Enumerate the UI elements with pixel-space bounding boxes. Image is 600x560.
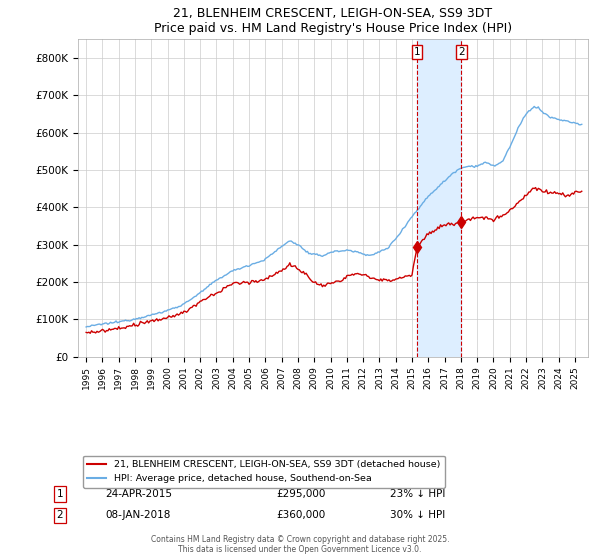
Text: 30% ↓ HPI: 30% ↓ HPI — [390, 510, 445, 520]
Text: Contains HM Land Registry data © Crown copyright and database right 2025.
This d: Contains HM Land Registry data © Crown c… — [151, 535, 449, 554]
Text: 24-APR-2015: 24-APR-2015 — [105, 489, 172, 499]
Text: 1: 1 — [56, 489, 64, 499]
Text: 2: 2 — [458, 47, 465, 57]
Text: £295,000: £295,000 — [276, 489, 325, 499]
Text: 1: 1 — [413, 47, 420, 57]
Bar — [417, 39, 461, 357]
Text: 2: 2 — [56, 510, 64, 520]
Title: 21, BLENHEIM CRESCENT, LEIGH-ON-SEA, SS9 3DT
Price paid vs. HM Land Registry's H: 21, BLENHEIM CRESCENT, LEIGH-ON-SEA, SS9… — [154, 7, 512, 35]
Legend: 21, BLENHEIM CRESCENT, LEIGH-ON-SEA, SS9 3DT (detached house), HPI: Average pric: 21, BLENHEIM CRESCENT, LEIGH-ON-SEA, SS9… — [83, 455, 445, 488]
Text: £360,000: £360,000 — [276, 510, 325, 520]
Text: 08-JAN-2018: 08-JAN-2018 — [105, 510, 170, 520]
Text: 23% ↓ HPI: 23% ↓ HPI — [390, 489, 445, 499]
